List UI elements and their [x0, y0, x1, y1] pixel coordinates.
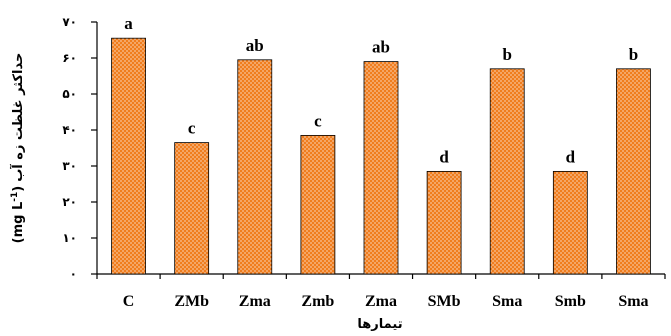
y-tick-label: ۲۰ [62, 195, 77, 209]
significance-letters: a c ab c ab d b d b [124, 14, 638, 166]
x-tick-label: Sma [618, 293, 648, 310]
bar [552, 170, 588, 275]
y-axis-title-text: حداکثر غلظت زه آب [9, 53, 26, 182]
bar [426, 170, 462, 275]
x-tick-label: ZMb [174, 293, 209, 310]
bar [489, 68, 525, 275]
significance-letter: a [124, 14, 133, 33]
significance-letter: c [314, 111, 322, 130]
bar [363, 61, 399, 275]
significance-letter: c [188, 119, 196, 138]
y-tick-label: ۳۰ [62, 159, 77, 173]
bar [237, 59, 273, 275]
y-axis-title-unit-exponent: -1 [10, 192, 20, 202]
x-tick-label: Zma [365, 293, 397, 310]
x-tick-label: Smb [555, 293, 586, 310]
x-tick-label: Zmb [301, 293, 334, 310]
significance-letter: ab [372, 38, 390, 57]
y-tick-label: ۶۰ [62, 51, 77, 65]
y-tick-label: ۵۰ [62, 87, 77, 101]
significance-letter: ab [246, 36, 264, 55]
bar [616, 68, 651, 275]
category-labels: C ZMb Zma Zmb Zma SMb Sma Smb Sma [123, 293, 649, 310]
significance-letter: b [629, 45, 638, 64]
significance-letter: d [566, 147, 576, 166]
x-tick-label: C [123, 293, 135, 310]
y-axis-title: (mg L-1) حداکثر غلظت زه آب [9, 53, 26, 244]
y-tick-label: ۷۰ [62, 15, 77, 29]
bar [174, 142, 210, 275]
x-tick-label: SMb [428, 293, 461, 310]
x-tick-label: Zma [239, 293, 271, 310]
y-axis: ۰ ۱۰ ۲۰ ۳۰ ۴۰ ۵۰ ۶۰ ۷۰ [62, 15, 98, 281]
significance-letter: d [439, 147, 449, 166]
y-tick-label: ۰ [70, 267, 77, 281]
x-axis-title: تیمارها [357, 317, 402, 332]
y-axis-title-unit-open: (mg L [11, 202, 26, 244]
y-axis-title-unit-close: ) [11, 186, 26, 192]
bar [111, 37, 146, 275]
y-tick-label: ۴۰ [62, 123, 77, 137]
bar [300, 134, 336, 275]
significance-letter: b [502, 45, 511, 64]
bars [111, 37, 651, 275]
x-tick-label: Sma [492, 293, 522, 310]
x-axis [96, 273, 666, 279]
y-tick-label: ۱۰ [62, 231, 77, 245]
